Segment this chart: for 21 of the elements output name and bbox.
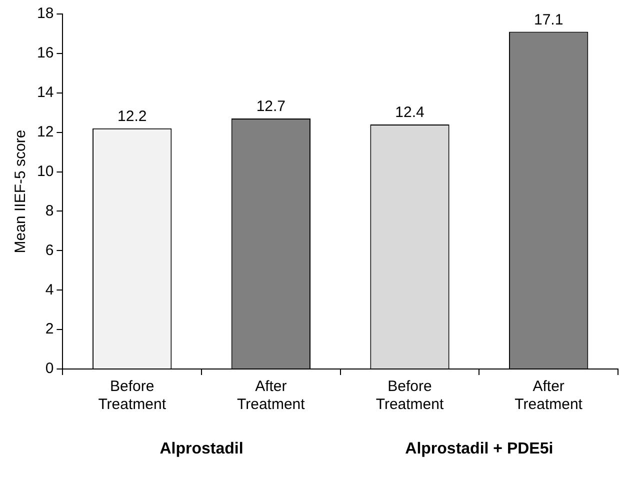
- x-tick-label: Before Treatment: [98, 378, 167, 414]
- text: Alprostadil: [160, 440, 244, 458]
- data-label: 12.4: [395, 104, 424, 122]
- x-tick-label: Before Treatment: [376, 378, 444, 414]
- y-tick-label: 6: [45, 242, 54, 259]
- y-tick-label: 10: [36, 162, 54, 180]
- data-label: 12.7: [256, 98, 286, 116]
- y-tick-label: 12: [36, 123, 54, 140]
- y-axis-title: Mean IIEF-5 score: [12, 130, 30, 254]
- data-label: 12.2: [117, 108, 147, 126]
- y-tick-label: 16: [36, 44, 54, 62]
- x-tick-label: After Treatment: [237, 378, 306, 414]
- data-label: 17.1: [534, 11, 564, 28]
- text: Alprostadil + PDE5i: [405, 440, 554, 458]
- y-tick-label: 18: [36, 5, 54, 22]
- y-tick-label: 4: [45, 281, 54, 298]
- y-tick-label: 8: [45, 202, 54, 220]
- x-tick-label: After Treatment: [514, 378, 584, 414]
- y-tick-label: 14: [36, 84, 54, 102]
- y-tick-label: 0: [45, 360, 54, 378]
- y-tick-label: 2: [45, 320, 54, 338]
